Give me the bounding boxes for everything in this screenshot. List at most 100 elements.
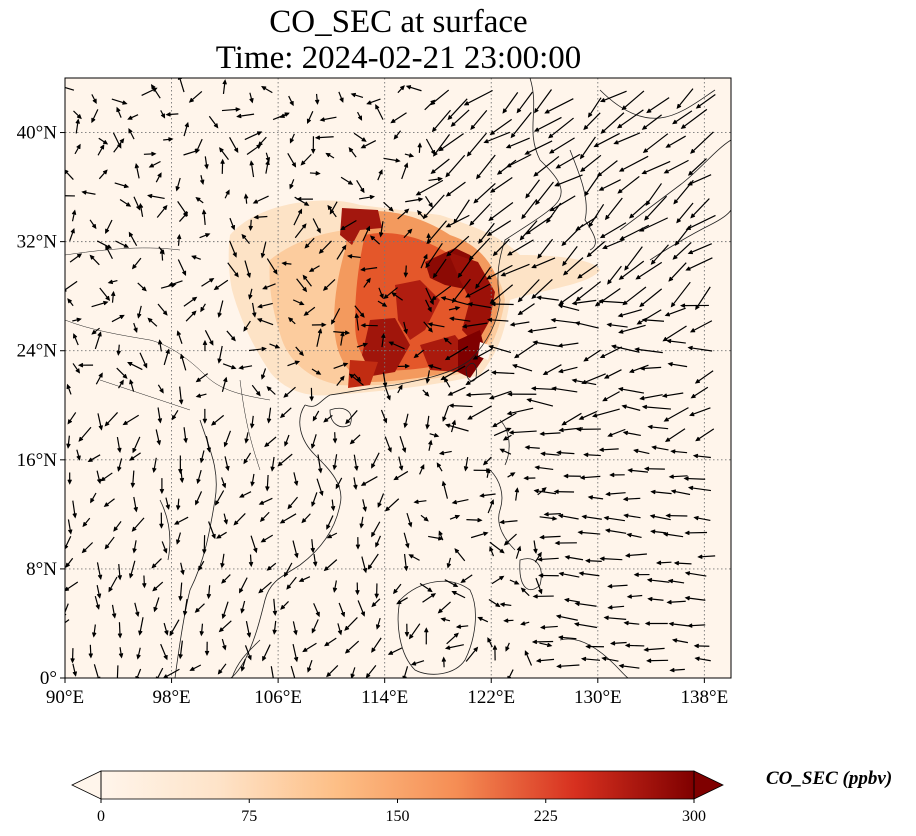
wind-arrow <box>65 535 72 550</box>
wind-arrow <box>499 602 512 607</box>
wind-arrow <box>668 474 688 479</box>
wind-arrow <box>535 577 543 595</box>
wind-arrow <box>603 615 627 621</box>
wind-arrow <box>105 219 113 234</box>
wind-arrow <box>196 469 202 485</box>
wind-arrow <box>257 136 267 147</box>
wind-arrow <box>422 194 445 220</box>
wind-arrow <box>118 379 124 389</box>
wind-arrow <box>131 257 142 270</box>
wind-arrow <box>134 602 140 618</box>
wind-arrow <box>639 288 663 308</box>
wind-arrow <box>67 298 74 307</box>
wind-arrow <box>264 436 277 448</box>
wind-arrow <box>521 199 538 220</box>
wind-arrow <box>224 189 230 199</box>
wind-arrow <box>90 492 97 504</box>
wind-arrow <box>690 386 709 399</box>
wind-arrow <box>607 583 628 589</box>
wind-arrow <box>354 305 365 318</box>
wind-arrow <box>314 93 320 105</box>
wind-arrow <box>689 407 711 417</box>
wind-arrow <box>283 386 296 398</box>
wind-arrow <box>388 341 405 350</box>
wind-arrow <box>202 408 208 424</box>
wind-arrow <box>65 195 75 197</box>
wind-arrow <box>248 554 254 568</box>
wind-arrow <box>360 323 378 328</box>
wind-arrow <box>198 560 205 572</box>
wind-arrow <box>488 344 512 354</box>
wind-arrow <box>448 306 461 311</box>
wind-arrow <box>428 176 443 182</box>
wind-arrow <box>443 337 452 345</box>
wind-arrow <box>599 90 627 103</box>
wind-arrow <box>310 136 316 154</box>
wind-arrow <box>266 386 276 395</box>
wind-arrow <box>132 436 141 454</box>
wind-arrow <box>180 353 187 371</box>
wind-arrow <box>345 410 358 425</box>
wind-arrow <box>425 299 432 313</box>
wind-arrow <box>199 175 205 185</box>
wind-arrow <box>250 473 255 487</box>
wind-arrow <box>605 491 626 497</box>
wind-arrow <box>353 373 362 382</box>
wind-arrow <box>444 345 469 361</box>
wind-arrow <box>133 322 138 333</box>
wind-arrow <box>65 86 75 91</box>
wind-arrow <box>178 640 183 660</box>
wind-arrow <box>159 478 165 495</box>
wind-arrow <box>583 452 601 458</box>
wind-arrow <box>218 620 232 633</box>
colorbar-gradient <box>101 771 694 799</box>
wind-arrow <box>355 582 360 596</box>
wind-arrow <box>326 665 339 678</box>
wind-arrow <box>222 79 227 94</box>
wind-arrow <box>115 240 130 248</box>
wind-arrow <box>687 345 713 352</box>
wind-arrow <box>477 616 489 623</box>
wind-arrow <box>645 183 662 206</box>
wind-arrow <box>116 344 121 356</box>
wind-arrow <box>446 235 470 257</box>
wind-arrow <box>338 602 346 618</box>
wind-arrow <box>500 263 530 277</box>
wind-arrow <box>591 408 620 418</box>
wind-arrow <box>117 458 123 472</box>
wind-arrow <box>445 154 466 178</box>
wind-arrow <box>670 489 691 496</box>
wind-arrow <box>451 590 466 599</box>
wind-arrow <box>503 618 514 623</box>
wind-vectors <box>65 78 716 678</box>
wind-arrow <box>517 303 535 316</box>
wind-arrow <box>607 428 626 437</box>
wind-arrow <box>208 521 216 540</box>
wind-arrow <box>357 111 363 121</box>
wind-arrow <box>111 314 125 323</box>
wind-arrow <box>65 619 70 624</box>
wind-arrow <box>171 410 179 421</box>
wind-arrow <box>543 511 561 517</box>
wind-arrow <box>307 659 313 673</box>
wind-arrow <box>114 182 130 189</box>
wind-arrow <box>331 308 341 325</box>
wind-arrow <box>270 666 274 678</box>
wind-arrow <box>515 545 522 559</box>
wind-arrow <box>633 448 650 455</box>
wind-arrow <box>455 624 469 629</box>
wind-arrow <box>506 153 532 168</box>
wind-arrow <box>432 258 447 279</box>
wind-arrow <box>65 557 74 568</box>
wind-arrow <box>336 244 347 260</box>
wind-arrow <box>465 369 490 386</box>
wind-arrow <box>580 656 601 662</box>
wind-arrow <box>609 472 625 478</box>
wind-arrow <box>670 449 688 454</box>
wind-arrow <box>641 404 671 410</box>
wind-arrow <box>111 604 117 619</box>
wind-arrow <box>360 140 377 149</box>
wind-arrow <box>134 162 140 179</box>
wind-arrow <box>371 521 381 538</box>
wind-arrow <box>532 340 560 347</box>
